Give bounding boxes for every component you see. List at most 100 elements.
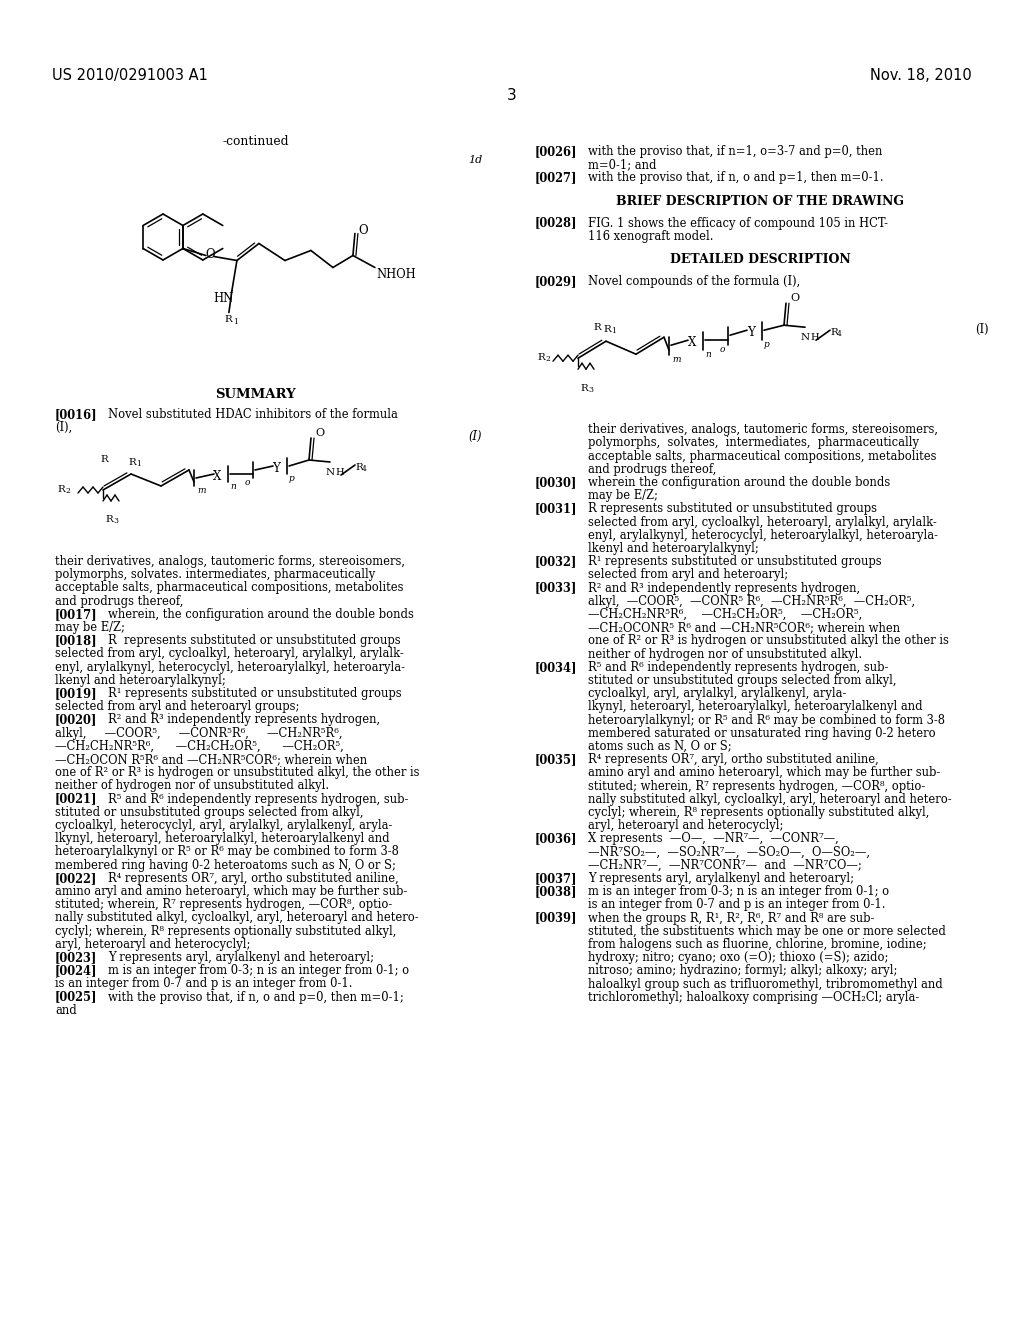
Text: HN: HN <box>213 293 233 305</box>
Text: SUMMARY: SUMMARY <box>216 388 296 401</box>
Text: X: X <box>213 470 221 483</box>
Text: [0016]: [0016] <box>55 408 97 421</box>
Text: Y represents aryl, arylalkenyl and heteroaryl;: Y represents aryl, arylalkenyl and heter… <box>588 873 854 884</box>
Text: [0030]: [0030] <box>535 477 578 488</box>
Text: n: n <box>705 350 711 359</box>
Text: membered saturated or unsaturated ring having 0-2 hetero: membered saturated or unsaturated ring h… <box>588 727 936 739</box>
Text: stituted; wherein, R⁷ represents hydrogen, —COR⁸, optio-: stituted; wherein, R⁷ represents hydroge… <box>588 780 926 792</box>
Text: and: and <box>55 1003 77 1016</box>
Text: 1d: 1d <box>468 154 482 165</box>
Text: [0018]: [0018] <box>55 634 97 647</box>
Text: may be E/Z;: may be E/Z; <box>588 490 657 502</box>
Text: o: o <box>245 478 251 487</box>
Text: R: R <box>105 515 113 524</box>
Text: nally substituted alkyl, cycloalkyl, aryl, heteroaryl and hetero-: nally substituted alkyl, cycloalkyl, ary… <box>588 793 951 805</box>
Text: —CH₂OCON R⁵R⁶ and —CH₂NR⁵COR⁶; wherein when: —CH₂OCON R⁵R⁶ and —CH₂NR⁵COR⁶; wherein w… <box>55 752 368 766</box>
Text: R¹ represents substituted or unsubstituted groups: R¹ represents substituted or unsubstitut… <box>108 686 401 700</box>
Text: stituted; wherein, R⁷ represents hydrogen, —COR⁸, optio-: stituted; wherein, R⁷ represents hydroge… <box>55 898 392 911</box>
Text: wherein the configuration around the double bonds: wherein the configuration around the dou… <box>588 477 890 488</box>
Text: with the proviso that, if n, o and p=1, then m=0-1.: with the proviso that, if n, o and p=1, … <box>588 172 884 185</box>
Text: H: H <box>810 333 818 342</box>
Text: 1: 1 <box>136 459 141 469</box>
Text: 3: 3 <box>588 387 593 395</box>
Text: from halogens such as fluorine, chlorine, bromine, iodine;: from halogens such as fluorine, chlorine… <box>588 939 927 950</box>
Text: [0026]: [0026] <box>535 145 578 158</box>
Text: [0023]: [0023] <box>55 950 97 964</box>
Text: O: O <box>358 223 368 236</box>
Text: NHOH: NHOH <box>376 268 416 281</box>
Text: -continued: -continued <box>223 135 289 148</box>
Text: [0039]: [0039] <box>535 912 578 924</box>
Text: O: O <box>205 248 215 260</box>
Text: —CH₂CH₂NR⁵R⁶,    —CH₂CH₂OR⁵,    —CH₂OR⁵,: —CH₂CH₂NR⁵R⁶, —CH₂CH₂OR⁵, —CH₂OR⁵, <box>588 609 862 620</box>
Text: stituted or unsubstituted groups selected from alkyl,: stituted or unsubstituted groups selecte… <box>55 805 364 818</box>
Text: selected from aryl, cycloalkyl, heteroaryl, arylalkyl, arylalk-: selected from aryl, cycloalkyl, heteroar… <box>55 647 403 660</box>
Text: [0034]: [0034] <box>535 661 578 673</box>
Text: when the groups R, R¹, R², R⁶, R⁷ and R⁸ are sub-: when the groups R, R¹, R², R⁶, R⁷ and R⁸… <box>588 912 874 924</box>
Text: stituted, the substituents which may be one or more selected: stituted, the substituents which may be … <box>588 925 946 937</box>
Text: cycloalkyl, aryl, arylalkyl, arylalkenyl, aryla-: cycloalkyl, aryl, arylalkyl, arylalkenyl… <box>588 688 847 700</box>
Text: heteroarylalkynyl; or R⁵ and R⁶ may be combined to form 3-8: heteroarylalkynyl; or R⁵ and R⁶ may be c… <box>588 714 945 726</box>
Text: —CH₂NR⁷—,  —NR⁷CONR⁷—  and  —NR⁷CO—;: —CH₂NR⁷—, —NR⁷CONR⁷— and —NR⁷CO—; <box>588 859 862 871</box>
Text: lkenyl and heteroarylalkynyl;: lkenyl and heteroarylalkynyl; <box>55 673 225 686</box>
Text: R: R <box>603 325 610 334</box>
Text: R⁴ represents OR⁷, aryl, ortho substituted aniline,: R⁴ represents OR⁷, aryl, ortho substitut… <box>108 871 398 884</box>
Text: 1: 1 <box>611 327 615 335</box>
Text: acceptable salts, pharmaceutical compositions, metabolites: acceptable salts, pharmaceutical composi… <box>55 581 403 594</box>
Text: [0036]: [0036] <box>535 833 578 845</box>
Text: m: m <box>197 486 206 495</box>
Text: [0022]: [0022] <box>55 871 97 884</box>
Text: R² and R³ independently represents hydrogen,: R² and R³ independently represents hydro… <box>108 713 380 726</box>
Text: R: R <box>100 455 108 465</box>
Text: may be E/Z;: may be E/Z; <box>55 620 125 634</box>
Text: cyclyl; wherein, R⁸ represents optionally substituted alkyl,: cyclyl; wherein, R⁸ represents optionall… <box>55 924 396 937</box>
Text: 1: 1 <box>232 318 238 326</box>
Text: haloalkyl group such as trifluoromethyl, tribromomethyl and: haloalkyl group such as trifluoromethyl,… <box>588 978 943 990</box>
Text: lkynyl, heteroaryl, heteroarylalkyl, heteroarylalkenyl and: lkynyl, heteroaryl, heteroarylalkyl, het… <box>55 832 389 845</box>
Text: [0033]: [0033] <box>535 582 578 594</box>
Text: O: O <box>315 428 325 438</box>
Text: Y represents aryl, arylalkenyl and heteroaryl;: Y represents aryl, arylalkenyl and heter… <box>108 950 374 964</box>
Text: trichloromethyl; haloalkoxy comprising —OCH₂Cl; aryla-: trichloromethyl; haloalkoxy comprising —… <box>588 991 920 1003</box>
Text: one of R² or R³ is hydrogen or unsubstituted alkyl the other is: one of R² or R³ is hydrogen or unsubstit… <box>588 635 949 647</box>
Text: R: R <box>355 463 362 473</box>
Text: their derivatives, analogs, tautomeric forms, stereoisomers,: their derivatives, analogs, tautomeric f… <box>55 554 406 568</box>
Text: Novel compounds of the formula (I),: Novel compounds of the formula (I), <box>588 275 800 288</box>
Text: X represents  —O—,  —NR⁷—,  —CONR⁷—,: X represents —O—, —NR⁷—, —CONR⁷—, <box>588 833 839 845</box>
Text: [0017]: [0017] <box>55 607 97 620</box>
Text: R⁵ and R⁶ independently represents hydrogen, sub-: R⁵ and R⁶ independently represents hydro… <box>588 661 889 673</box>
Text: cycloalkyl, heterocyclyl, aryl, arylalkyl, arylalkenyl, aryla-: cycloalkyl, heterocyclyl, aryl, arylalky… <box>55 818 392 832</box>
Text: 2: 2 <box>545 355 550 363</box>
Text: R  represents substituted or unsubstituted groups: R represents substituted or unsubstitute… <box>108 634 400 647</box>
Text: [0019]: [0019] <box>55 686 97 700</box>
Text: aryl, heteroaryl and heterocyclyl;: aryl, heteroaryl and heterocyclyl; <box>55 937 251 950</box>
Text: R: R <box>580 384 588 393</box>
Text: stituted or unsubstituted groups selected from alkyl,: stituted or unsubstituted groups selecte… <box>588 675 896 686</box>
Text: R¹ represents substituted or unsubstituted groups: R¹ represents substituted or unsubstitut… <box>588 556 882 568</box>
Text: with the proviso that, if n=1, o=3-7 and p=0, then: with the proviso that, if n=1, o=3-7 and… <box>588 145 883 158</box>
Text: [0031]: [0031] <box>535 503 578 515</box>
Text: is an integer from 0-7 and p is an integer from 0-1.: is an integer from 0-7 and p is an integ… <box>55 977 352 990</box>
Text: acceptable salts, pharmaceutical compositions, metabolites: acceptable salts, pharmaceutical composi… <box>588 450 937 462</box>
Text: R: R <box>57 484 65 494</box>
Text: (I),: (I), <box>55 421 73 434</box>
Text: lkenyl and heteroarylalkynyl;: lkenyl and heteroarylalkynyl; <box>588 543 759 554</box>
Text: 2: 2 <box>65 487 70 495</box>
Text: [0027]: [0027] <box>535 172 578 185</box>
Text: selected from aryl and heteroaryl groups;: selected from aryl and heteroaryl groups… <box>55 700 299 713</box>
Text: N: N <box>801 333 810 342</box>
Text: and prodrugs thereof,: and prodrugs thereof, <box>588 463 717 475</box>
Text: aryl, heteroaryl and heterocyclyl;: aryl, heteroaryl and heterocyclyl; <box>588 820 783 832</box>
Text: cyclyl; wherein, R⁸ represents optionally substituted alkyl,: cyclyl; wherein, R⁸ represents optionall… <box>588 807 930 818</box>
Text: [0029]: [0029] <box>535 275 578 288</box>
Text: (I): (I) <box>468 430 481 444</box>
Text: enyl, arylalkynyl, heterocyclyl, heteroarylalkyl, heteroaryla-: enyl, arylalkynyl, heterocyclyl, heteroa… <box>588 529 938 541</box>
Text: 3: 3 <box>507 88 517 103</box>
Text: polymorphs, solvates. intermediates, pharmaceutically: polymorphs, solvates. intermediates, pha… <box>55 568 375 581</box>
Text: DETAILED DESCRIPTION: DETAILED DESCRIPTION <box>670 253 850 267</box>
Text: neither of hydrogen nor of unsubstituted alkyl.: neither of hydrogen nor of unsubstituted… <box>588 648 862 660</box>
Text: R⁵ and R⁶ independently represents hydrogen, sub-: R⁵ and R⁶ independently represents hydro… <box>108 792 409 805</box>
Text: amino aryl and amino heteroaryl, which may be further sub-: amino aryl and amino heteroaryl, which m… <box>55 884 408 898</box>
Text: m is an integer from 0-3; n is an integer from 0-1; o: m is an integer from 0-3; n is an intege… <box>108 964 410 977</box>
Text: [0025]: [0025] <box>55 990 97 1003</box>
